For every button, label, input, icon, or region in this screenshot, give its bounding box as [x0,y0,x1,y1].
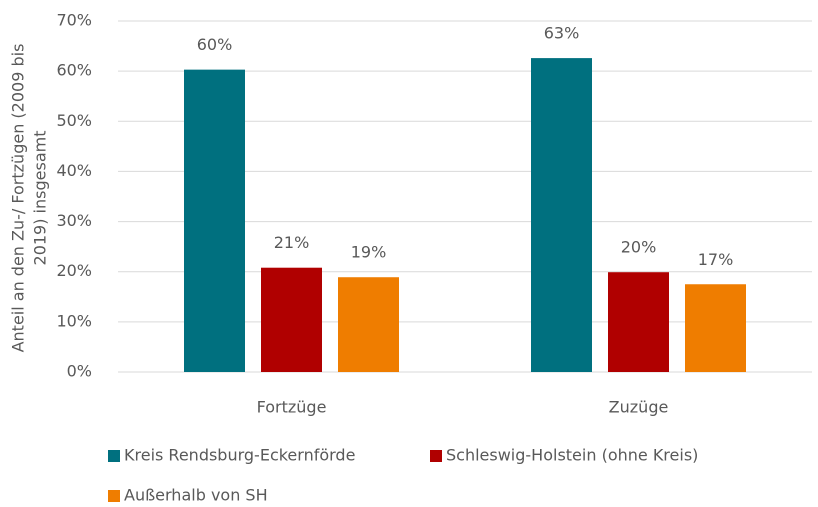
y-tick-label: 60% [56,61,92,80]
bar [261,267,322,372]
value-label: 63% [544,24,580,43]
value-label: 60% [197,35,233,54]
legend-swatch [108,450,120,462]
y-tick-label: 10% [56,311,92,330]
y-tick-label: 30% [56,211,92,230]
value-label: 19% [351,243,387,262]
value-label: 20% [621,238,657,257]
bar [685,284,746,372]
x-tick-label: Fortzüge [257,398,327,417]
legend-swatch [108,490,120,502]
y-tick-label: 70% [56,11,92,30]
legend-label: Kreis Rendsburg-Eckernförde [124,446,355,465]
y-tick-label: 0% [67,362,92,381]
legend-label: Außerhalb von SH [124,486,268,505]
value-label: 17% [698,250,734,269]
y-tick-label: 50% [56,111,92,130]
legend-swatch [430,450,442,462]
y-axis-label-line: Anteil an den Zu-/ Fortzügen (2009 bis [9,44,28,353]
y-axis-label-line: 2019) insgesamt [31,131,50,266]
y-tick-label: 20% [56,261,92,280]
bar [608,272,669,372]
y-tick-label: 40% [56,161,92,180]
y-axis-label: Anteil an den Zu-/ Fortzügen (2009 bis 2… [9,44,50,353]
bar [531,58,592,372]
x-tick-label: Zuzüge [609,398,669,417]
bar [184,69,245,372]
legend-label: Schleswig-Holstein (ohne Kreis) [446,446,698,465]
value-label: 21% [274,233,310,252]
bar [338,277,399,372]
